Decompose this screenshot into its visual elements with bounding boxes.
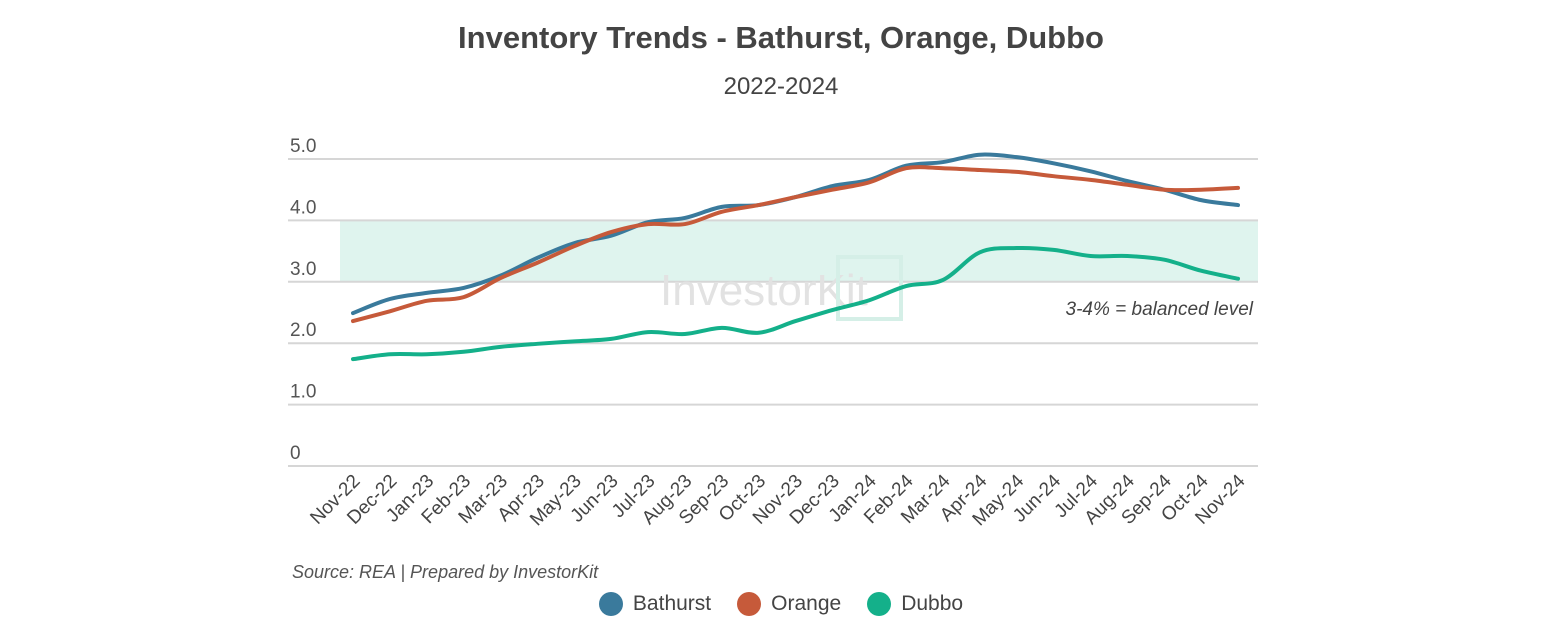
- chart-subtitle: 2022-2024: [723, 73, 839, 100]
- series-line-dubbo: [351, 245, 1240, 362]
- legend: Bathurst Orange Dubbo: [0, 592, 1562, 616]
- source-note: Source: REA | Prepared by InvestorKit: [292, 562, 599, 582]
- y-tick-label: 0: [290, 443, 301, 464]
- y-tick-label: 3.0: [290, 259, 316, 280]
- legend-label: Bathurst: [632, 592, 712, 615]
- legend-label: Dubbo: [901, 592, 964, 615]
- y-tick-label: 4.0: [290, 197, 316, 218]
- balanced-band: [340, 220, 1258, 282]
- legend-dot-icon: [737, 592, 762, 616]
- y-tick-label: 1.0: [290, 382, 316, 403]
- legend-dot-icon: [598, 592, 623, 616]
- legend-item-bathurst[interactable]: Bathurst: [598, 592, 712, 616]
- legend-dot-icon: [867, 592, 892, 616]
- legend-label: Orange: [771, 592, 842, 615]
- watermark-logo: InvestorKit: [660, 266, 868, 315]
- y-tick-label: 5.0: [290, 136, 316, 157]
- band-label: 3-4% = balanced level: [1066, 299, 1254, 320]
- y-tick-label: 2.0: [290, 320, 316, 341]
- legend-item-dubbo[interactable]: Dubbo: [867, 592, 963, 616]
- legend-item-orange[interactable]: Orange: [737, 592, 841, 616]
- chart-title: Inventory Trends - Bathurst, Orange, Dub…: [458, 20, 1104, 55]
- series-line-orange: [351, 165, 1240, 324]
